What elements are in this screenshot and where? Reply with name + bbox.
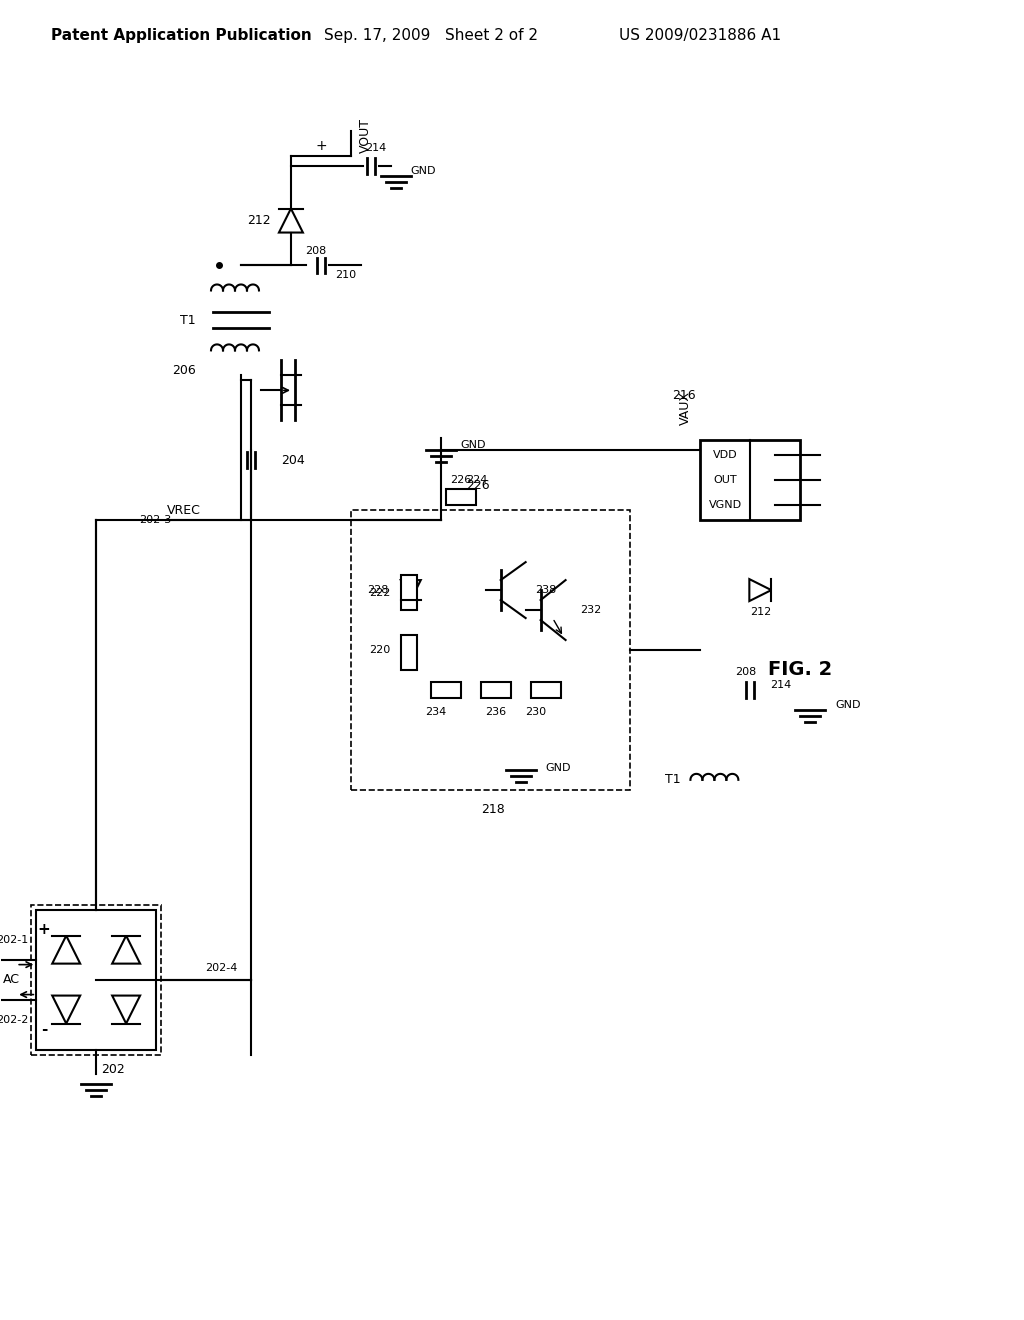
Text: 202-3: 202-3 — [139, 515, 171, 525]
Bar — [351, 511, 631, 789]
Bar — [431, 682, 461, 698]
Text: VDD: VDD — [713, 450, 737, 461]
Text: 208: 208 — [735, 667, 756, 677]
Text: 210: 210 — [335, 271, 356, 280]
Text: Sep. 17, 2009   Sheet 2 of 2: Sep. 17, 2009 Sheet 2 of 2 — [324, 28, 538, 44]
Bar — [480, 682, 511, 698]
Text: 222: 222 — [370, 589, 391, 598]
Text: GND: GND — [836, 700, 861, 710]
Text: 202-1: 202-1 — [0, 935, 29, 945]
Text: 202-2: 202-2 — [0, 1015, 29, 1024]
Text: 214: 214 — [770, 680, 791, 690]
Text: 224: 224 — [466, 475, 487, 486]
Text: 226: 226 — [466, 479, 489, 492]
Bar — [36, 909, 156, 1049]
Text: OUT: OUT — [714, 475, 737, 486]
Text: GND: GND — [546, 763, 571, 774]
Text: 202: 202 — [101, 1063, 125, 1076]
Text: VOUT: VOUT — [359, 119, 373, 153]
Text: T1: T1 — [665, 774, 680, 787]
Text: 206: 206 — [172, 364, 196, 378]
Text: 212: 212 — [248, 214, 271, 227]
Text: GND: GND — [411, 165, 436, 176]
Bar — [700, 441, 801, 520]
Text: VAUX: VAUX — [679, 391, 692, 425]
Text: +: + — [315, 139, 327, 153]
Text: 214: 214 — [366, 143, 386, 153]
Text: 232: 232 — [581, 605, 602, 615]
Text: +: + — [38, 923, 50, 937]
Text: 212: 212 — [750, 607, 771, 616]
Text: 202-4: 202-4 — [205, 962, 238, 973]
Text: FIG. 2: FIG. 2 — [768, 660, 833, 680]
Text: 230: 230 — [525, 708, 546, 717]
Bar — [530, 682, 560, 698]
Text: 236: 236 — [485, 708, 506, 717]
Text: Patent Application Publication: Patent Application Publication — [51, 28, 311, 44]
Text: 218: 218 — [480, 804, 505, 816]
Text: 226: 226 — [451, 475, 471, 486]
Text: 220: 220 — [370, 645, 391, 655]
Bar — [400, 576, 417, 610]
Text: 204: 204 — [281, 454, 305, 467]
Text: 216: 216 — [672, 389, 695, 401]
Bar — [400, 635, 417, 671]
Text: T1: T1 — [180, 314, 196, 327]
Text: US 2009/0231886 A1: US 2009/0231886 A1 — [620, 28, 781, 44]
Text: GND: GND — [461, 441, 486, 450]
Bar — [32, 904, 161, 1055]
Bar — [445, 490, 476, 506]
Text: 228: 228 — [368, 585, 389, 595]
Text: VGND: VGND — [709, 500, 742, 511]
Text: -: - — [41, 1022, 47, 1038]
Text: AC: AC — [3, 973, 19, 986]
Text: VREC: VREC — [167, 504, 201, 516]
Text: 238: 238 — [536, 585, 557, 595]
Text: 234: 234 — [425, 708, 446, 717]
Text: 208: 208 — [305, 246, 327, 256]
